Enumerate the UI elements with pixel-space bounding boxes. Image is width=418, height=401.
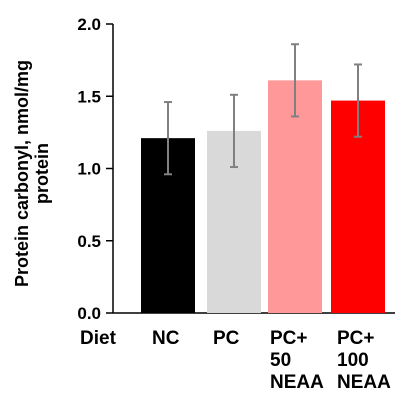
y-axis-label-line: Protein carbonyl, nmol/mg bbox=[12, 60, 32, 287]
category-label: NEAA bbox=[270, 372, 324, 393]
y-tick-label: 0.0 bbox=[77, 304, 101, 323]
y-tick-label: 0.5 bbox=[77, 232, 101, 251]
y-axis-label-line: protein bbox=[32, 143, 52, 204]
y-tick-label: 1.5 bbox=[77, 87, 101, 106]
y-tick-label: 2.0 bbox=[77, 15, 101, 34]
y-tick-label: 1.0 bbox=[77, 160, 101, 179]
y-axis-label: Protein carbonyl, nmol/mg protein bbox=[12, 60, 52, 287]
x-axis-label: Diet bbox=[80, 328, 117, 349]
category-label: PC bbox=[213, 328, 240, 349]
category-label: NEAA bbox=[337, 372, 391, 393]
category-label: 100 bbox=[337, 350, 369, 371]
category-label: 50 bbox=[270, 350, 291, 371]
category-label: NC bbox=[152, 328, 180, 349]
bar bbox=[268, 80, 322, 313]
category-label: PC+ bbox=[270, 328, 308, 349]
category-label: PC+ bbox=[337, 328, 375, 349]
